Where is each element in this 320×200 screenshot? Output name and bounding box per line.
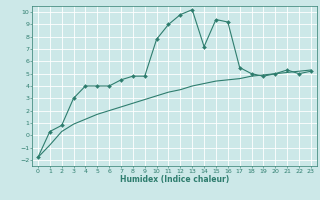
X-axis label: Humidex (Indice chaleur): Humidex (Indice chaleur): [120, 175, 229, 184]
